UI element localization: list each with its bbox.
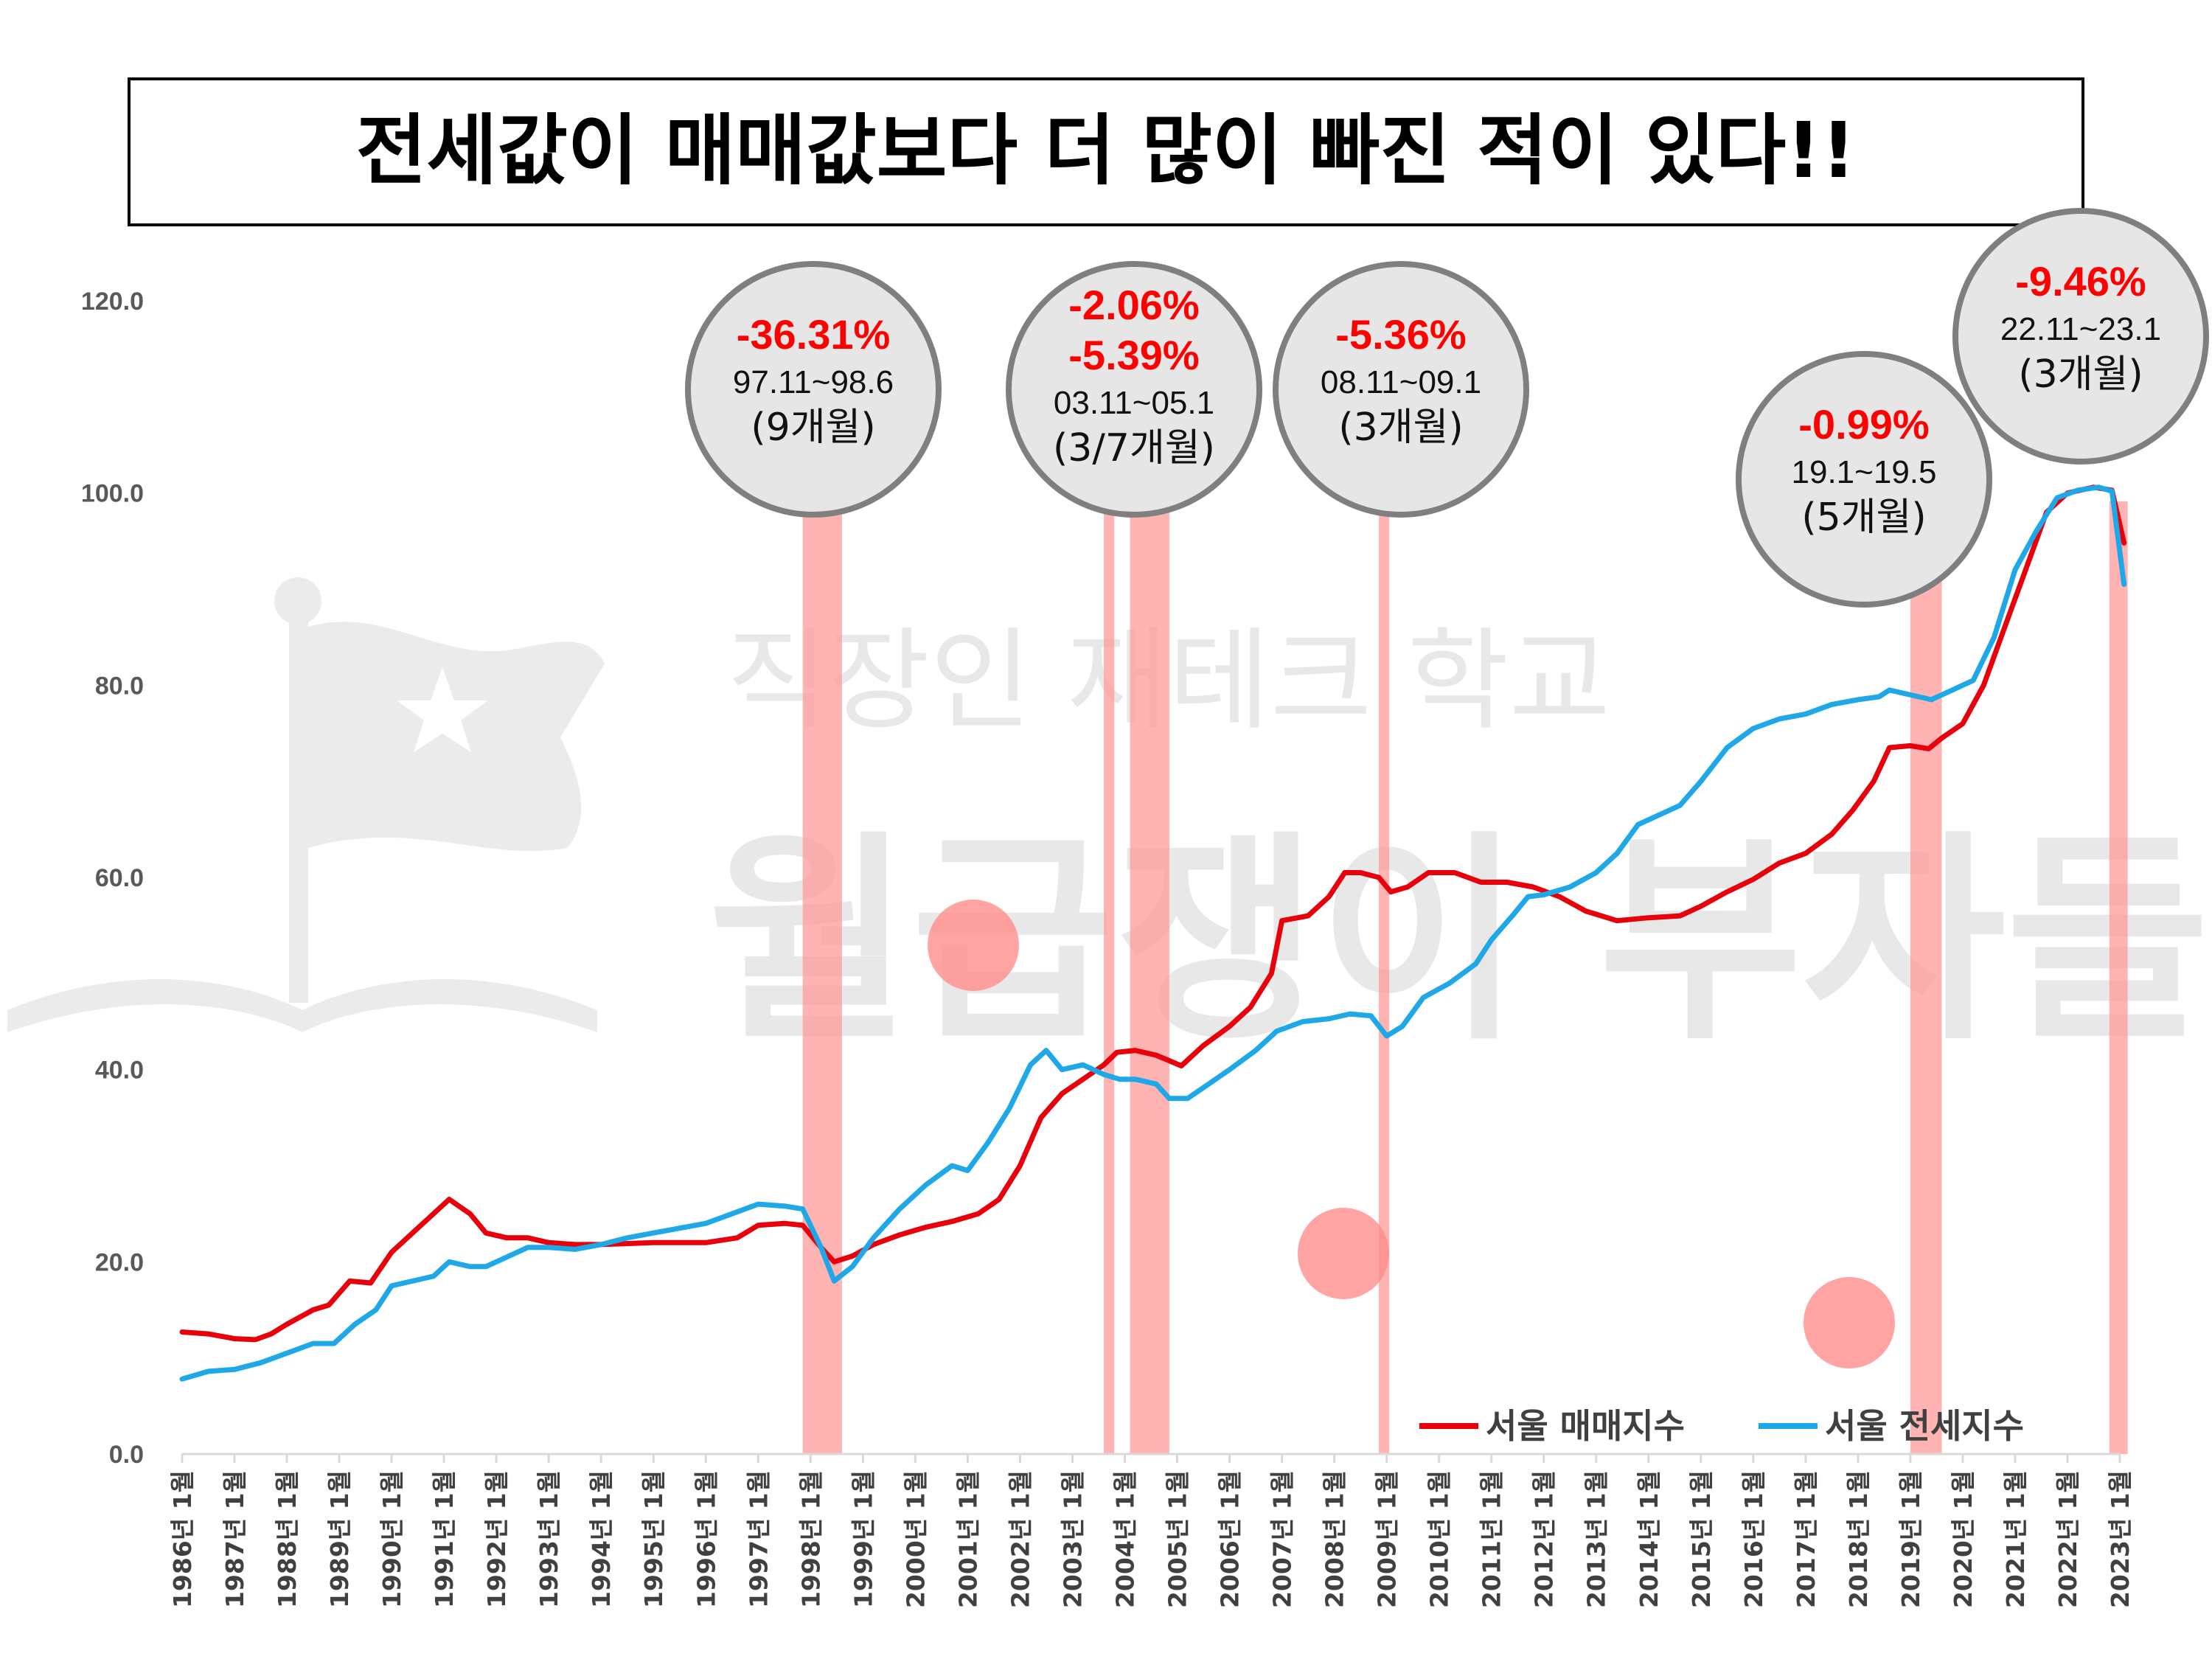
x-tick-label: 2000년 1월 <box>901 1470 930 1608</box>
axes: 0.0 20.0 40.0 60.0 80.0 100.0 120.0 1986년 1월 198… <box>81 288 2135 1608</box>
x-tick-label: 2019년 1월 <box>1896 1470 1925 1608</box>
annotation-duration: (5개월) <box>1801 495 1926 540</box>
annotation-bubble: -5.36% 08.11~09.1 (3개월) <box>1273 261 1529 518</box>
x-tick-label: 2023년 1월 <box>2106 1470 2135 1608</box>
x-tick-label: 1986년 1월 <box>168 1470 197 1608</box>
annotation-duration: (9개월) <box>751 406 875 450</box>
x-tick-label: 2017년 1월 <box>1792 1470 1820 1608</box>
legend-label-jeonse: 서울 전세지수 <box>1825 1406 2024 1446</box>
annotation-bubbles: -36.31% 97.11~98.6 (9개월) -2.06%-5.39% 03.11~… <box>685 208 2209 608</box>
watermark: 직장인 재테크 학교 월급쟁이 부자들 <box>7 577 2209 1070</box>
x-tick-label: 1998년 1월 <box>796 1470 825 1608</box>
annotation-duration: (3/7개월) <box>1053 426 1215 470</box>
annotation-circle <box>1006 261 1262 518</box>
legend: 서울 매매지수 서울 전세지수 <box>1419 1406 2024 1446</box>
y-tick-label: 40.0 <box>95 1057 144 1085</box>
x-tick-label: 2012년 1월 <box>1530 1470 1559 1608</box>
annotation-date-range: 08.11~09.1 <box>1321 364 1481 400</box>
y-tick-label: 60.0 <box>95 864 144 892</box>
annotation-percent: -0.99% <box>1798 401 1929 448</box>
x-tick-label: 2016년 1월 <box>1739 1470 1768 1608</box>
x-tick-label: 2010년 1월 <box>1425 1470 1454 1608</box>
annotation-percent: -2.06% <box>1068 282 1199 328</box>
annotation-circle <box>1736 351 1992 608</box>
y-tick-label: 20.0 <box>95 1248 144 1276</box>
x-tick-label: 1993년 1월 <box>535 1470 563 1608</box>
x-tick-label: 1989년 1월 <box>325 1470 354 1608</box>
x-tick-label: 2008년 1월 <box>1321 1470 1349 1608</box>
annotation-date-range: 03.11~05.1 <box>1054 385 1214 421</box>
x-tick-label: 1987년 1월 <box>220 1470 249 1608</box>
annotation-percent: -36.31% <box>737 311 891 358</box>
highlight-band <box>802 501 842 1454</box>
highlight-band <box>2109 501 2128 1454</box>
x-tick-label: 2014년 1월 <box>1635 1470 1663 1608</box>
annotation-bubble: -9.46% 22.11~23.1 (3개월) <box>1952 208 2209 465</box>
x-tick-label: 2020년 1월 <box>1949 1470 1978 1608</box>
x-tick-label: 1996년 1월 <box>692 1470 720 1608</box>
highlight-band <box>1910 501 1942 1454</box>
x-tick-label: 2021년 1월 <box>2001 1470 2030 1608</box>
annotation-bubble: -0.99% 19.1~19.5 (5개월) <box>1736 351 1992 608</box>
x-tick-label: 1992년 1월 <box>482 1470 511 1608</box>
annotation-duration: (3개월) <box>2018 352 2143 397</box>
pink-dot <box>928 900 1019 991</box>
chart-title: 전세값이 매매값보다 더 많이 빠진 적이 있다!! <box>356 105 1856 195</box>
annotation-date-range: 19.1~19.5 <box>1792 454 1937 490</box>
x-tick-label: 2004년 1월 <box>1110 1470 1139 1608</box>
highlight-band <box>1104 501 1115 1454</box>
annotation-date-range: 22.11~23.1 <box>2000 311 2161 347</box>
x-tick-label: 1990년 1월 <box>378 1470 406 1608</box>
highlight-bands <box>802 501 2128 1454</box>
annotation-circle <box>685 261 942 518</box>
y-tick-label: 0.0 <box>109 1441 144 1469</box>
annotation-percent: -5.39% <box>1068 332 1199 378</box>
x-tick-label: 1991년 1월 <box>430 1470 459 1608</box>
x-tick-label: 2011년 1월 <box>1478 1470 1506 1608</box>
flag-book-logo <box>7 577 605 1032</box>
x-tick-label: 1999년 1월 <box>849 1470 877 1608</box>
annotation-circle <box>1273 261 1529 518</box>
x-tick-label: 2005년 1월 <box>1164 1470 1192 1608</box>
series-line-jeonse <box>179 484 2127 1382</box>
x-tick-label: 2006년 1월 <box>1216 1470 1245 1608</box>
annotation-bubble: -2.06%-5.39% 03.11~05.1 (3/7개월) <box>1006 261 1262 518</box>
legend-label-sale: 서울 매매지수 <box>1486 1406 1685 1446</box>
y-tick-label: 120.0 <box>81 288 144 316</box>
annotation-bubble: -36.31% 97.11~98.6 (9개월) <box>685 261 942 518</box>
title-box <box>128 77 2084 226</box>
x-tick-label: 2002년 1월 <box>1006 1470 1034 1608</box>
x-tick-label: 2018년 1월 <box>1844 1470 1873 1608</box>
x-tick-label: 1995년 1월 <box>639 1470 668 1608</box>
x-tick-label: 1994년 1월 <box>587 1470 616 1608</box>
decorative-dots <box>928 900 1895 1368</box>
y-tick-label: 100.0 <box>81 480 144 508</box>
annotation-date-range: 97.11~98.6 <box>733 364 894 400</box>
x-tick-label: 2015년 1월 <box>1687 1470 1716 1608</box>
annotation-percent: -9.46% <box>2015 258 2146 305</box>
x-tick-label: 1997년 1월 <box>744 1470 773 1608</box>
x-tick-label: 2007년 1월 <box>1268 1470 1297 1608</box>
x-tick-label: 2022년 1월 <box>2053 1470 2082 1608</box>
series-lines <box>179 484 2127 1382</box>
x-tick-label: 2013년 1월 <box>1582 1470 1611 1608</box>
annotation-percent: -5.36% <box>1335 311 1466 358</box>
highlight-band <box>1378 501 1390 1454</box>
y-tick-label: 80.0 <box>95 672 144 700</box>
series-line-sale <box>179 484 2127 1343</box>
x-tick-label: 2003년 1월 <box>1058 1470 1087 1608</box>
pink-dot <box>1804 1277 1895 1368</box>
x-tick-label: 2001년 1월 <box>953 1470 982 1608</box>
x-tick-label: 1988년 1월 <box>273 1470 302 1608</box>
pink-dot <box>1298 1208 1389 1299</box>
x-tick-label: 2009년 1월 <box>1373 1470 1402 1608</box>
annotation-circle <box>1952 208 2209 465</box>
annotation-duration: (3개월) <box>1338 406 1463 450</box>
highlight-band <box>1130 501 1169 1454</box>
